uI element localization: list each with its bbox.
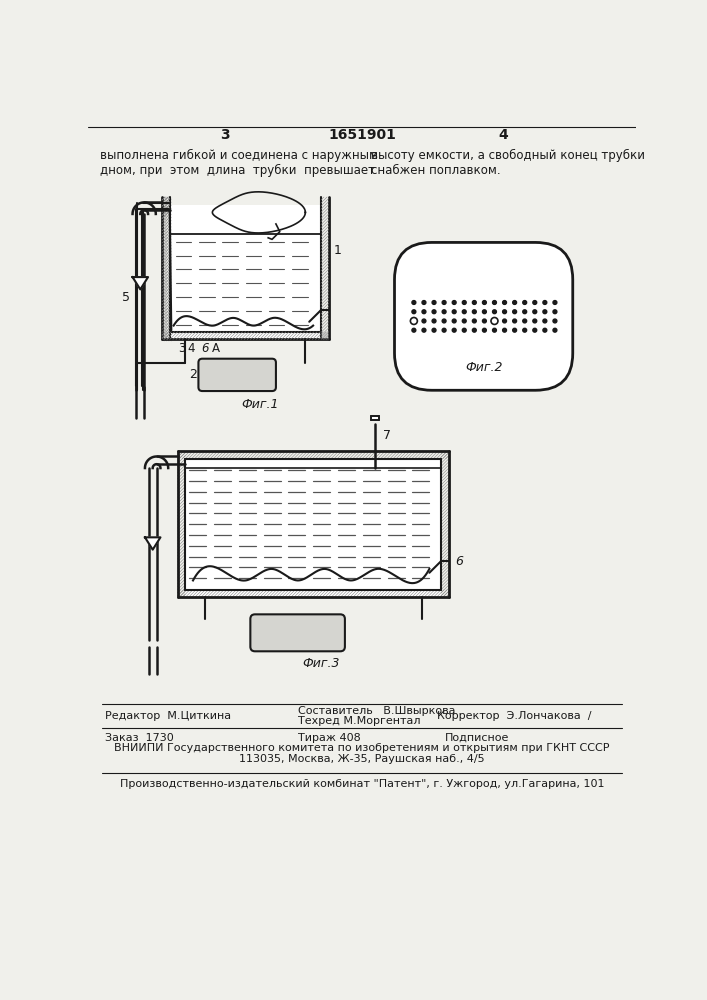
Polygon shape [145, 537, 160, 550]
Circle shape [513, 328, 517, 332]
Text: Производственно-издательский комбинат "Патент", г. Ужгород, ул.Гагарина, 101: Производственно-издательский комбинат "П… [119, 779, 604, 789]
FancyBboxPatch shape [395, 242, 573, 390]
Circle shape [442, 310, 446, 314]
Circle shape [422, 328, 426, 332]
Circle shape [442, 328, 446, 332]
Text: 1: 1 [334, 244, 342, 257]
Circle shape [482, 310, 486, 314]
Text: А: А [212, 342, 221, 355]
Bar [185, 459, 441, 597]
Circle shape [543, 319, 547, 323]
Circle shape [533, 301, 537, 304]
Circle shape [513, 301, 517, 304]
Circle shape [422, 319, 426, 323]
Circle shape [553, 319, 557, 323]
Text: Подписное: Подписное [445, 733, 509, 743]
Circle shape [452, 301, 456, 304]
Text: Корректор  Э.Лончакова  /: Корректор Э.Лончакова / [437, 711, 592, 721]
Circle shape [503, 301, 506, 304]
Text: Редактор  М.Циткина: Редактор М.Циткина [105, 711, 232, 721]
Circle shape [482, 319, 486, 323]
Circle shape [533, 310, 537, 314]
Circle shape [472, 310, 477, 314]
Circle shape [432, 310, 436, 314]
Circle shape [553, 301, 557, 304]
Circle shape [493, 310, 496, 314]
Text: ВНИИПИ Государственного комитета по изобретениям и открытиям при ГКНТ СССР: ВНИИПИ Государственного комитета по изоб… [115, 743, 609, 753]
Text: 6: 6 [201, 342, 209, 355]
Circle shape [452, 310, 456, 314]
Circle shape [452, 319, 456, 323]
Circle shape [482, 328, 486, 332]
FancyBboxPatch shape [199, 359, 276, 391]
Circle shape [543, 328, 547, 332]
Text: 5: 5 [122, 291, 130, 304]
Circle shape [452, 328, 456, 332]
Circle shape [442, 301, 446, 304]
Text: 6: 6 [455, 555, 464, 568]
Circle shape [543, 310, 547, 314]
Circle shape [503, 328, 506, 332]
Circle shape [462, 328, 466, 332]
Circle shape [522, 328, 527, 332]
Circle shape [472, 319, 477, 323]
Circle shape [412, 301, 416, 304]
Circle shape [533, 328, 537, 332]
Circle shape [543, 301, 547, 304]
Bar [371, 416, 379, 420]
Text: 1651901: 1651901 [328, 128, 396, 142]
Circle shape [522, 319, 527, 323]
Circle shape [522, 310, 527, 314]
Text: Техред М.Моргентал: Техред М.Моргентал [298, 716, 420, 726]
Circle shape [422, 301, 426, 304]
Text: 2: 2 [189, 368, 197, 381]
Circle shape [503, 319, 506, 323]
Circle shape [412, 328, 416, 332]
Circle shape [472, 301, 477, 304]
Circle shape [442, 319, 446, 323]
Text: выполнена гибкой и соединена с наружным
дном, при  этом  длина  трубки  превышае: выполнена гибкой и соединена с наружным … [100, 149, 378, 177]
Text: Фиг.1: Фиг.1 [242, 398, 279, 411]
Circle shape [503, 310, 506, 314]
Text: Фиг.2: Фиг.2 [465, 361, 503, 374]
Circle shape [553, 310, 557, 314]
Text: 4: 4 [187, 342, 195, 355]
Text: Заказ  1730: Заказ 1730 [105, 733, 174, 743]
Circle shape [462, 310, 466, 314]
Text: Составитель   В.Швыркова: Составитель В.Швыркова [298, 706, 455, 716]
Circle shape [522, 301, 527, 304]
Circle shape [493, 328, 496, 332]
Circle shape [513, 319, 517, 323]
Circle shape [553, 328, 557, 332]
Text: Тираж 408: Тираж 408 [298, 733, 361, 743]
Circle shape [482, 301, 486, 304]
Circle shape [432, 319, 436, 323]
Polygon shape [132, 277, 148, 289]
Circle shape [462, 319, 466, 323]
Circle shape [422, 310, 426, 314]
Text: высоту емкости, а свободный конец трубки
снабжен поплавком.: высоту емкости, а свободный конец трубки… [371, 149, 645, 177]
Circle shape [462, 301, 466, 304]
FancyBboxPatch shape [250, 614, 345, 651]
Text: Фиг.3: Фиг.3 [302, 657, 339, 670]
Circle shape [493, 301, 496, 304]
Text: 3: 3 [177, 342, 185, 355]
Circle shape [533, 319, 537, 323]
Text: 3: 3 [220, 128, 230, 142]
Circle shape [412, 310, 416, 314]
Circle shape [472, 328, 477, 332]
Bar [170, 205, 321, 339]
Text: 4: 4 [498, 128, 508, 142]
Circle shape [432, 328, 436, 332]
Text: 7: 7 [382, 429, 391, 442]
Circle shape [513, 310, 517, 314]
Text: 113035, Москва, Ж-35, Раушская наб., 4/5: 113035, Москва, Ж-35, Раушская наб., 4/5 [239, 754, 485, 764]
Circle shape [432, 301, 436, 304]
